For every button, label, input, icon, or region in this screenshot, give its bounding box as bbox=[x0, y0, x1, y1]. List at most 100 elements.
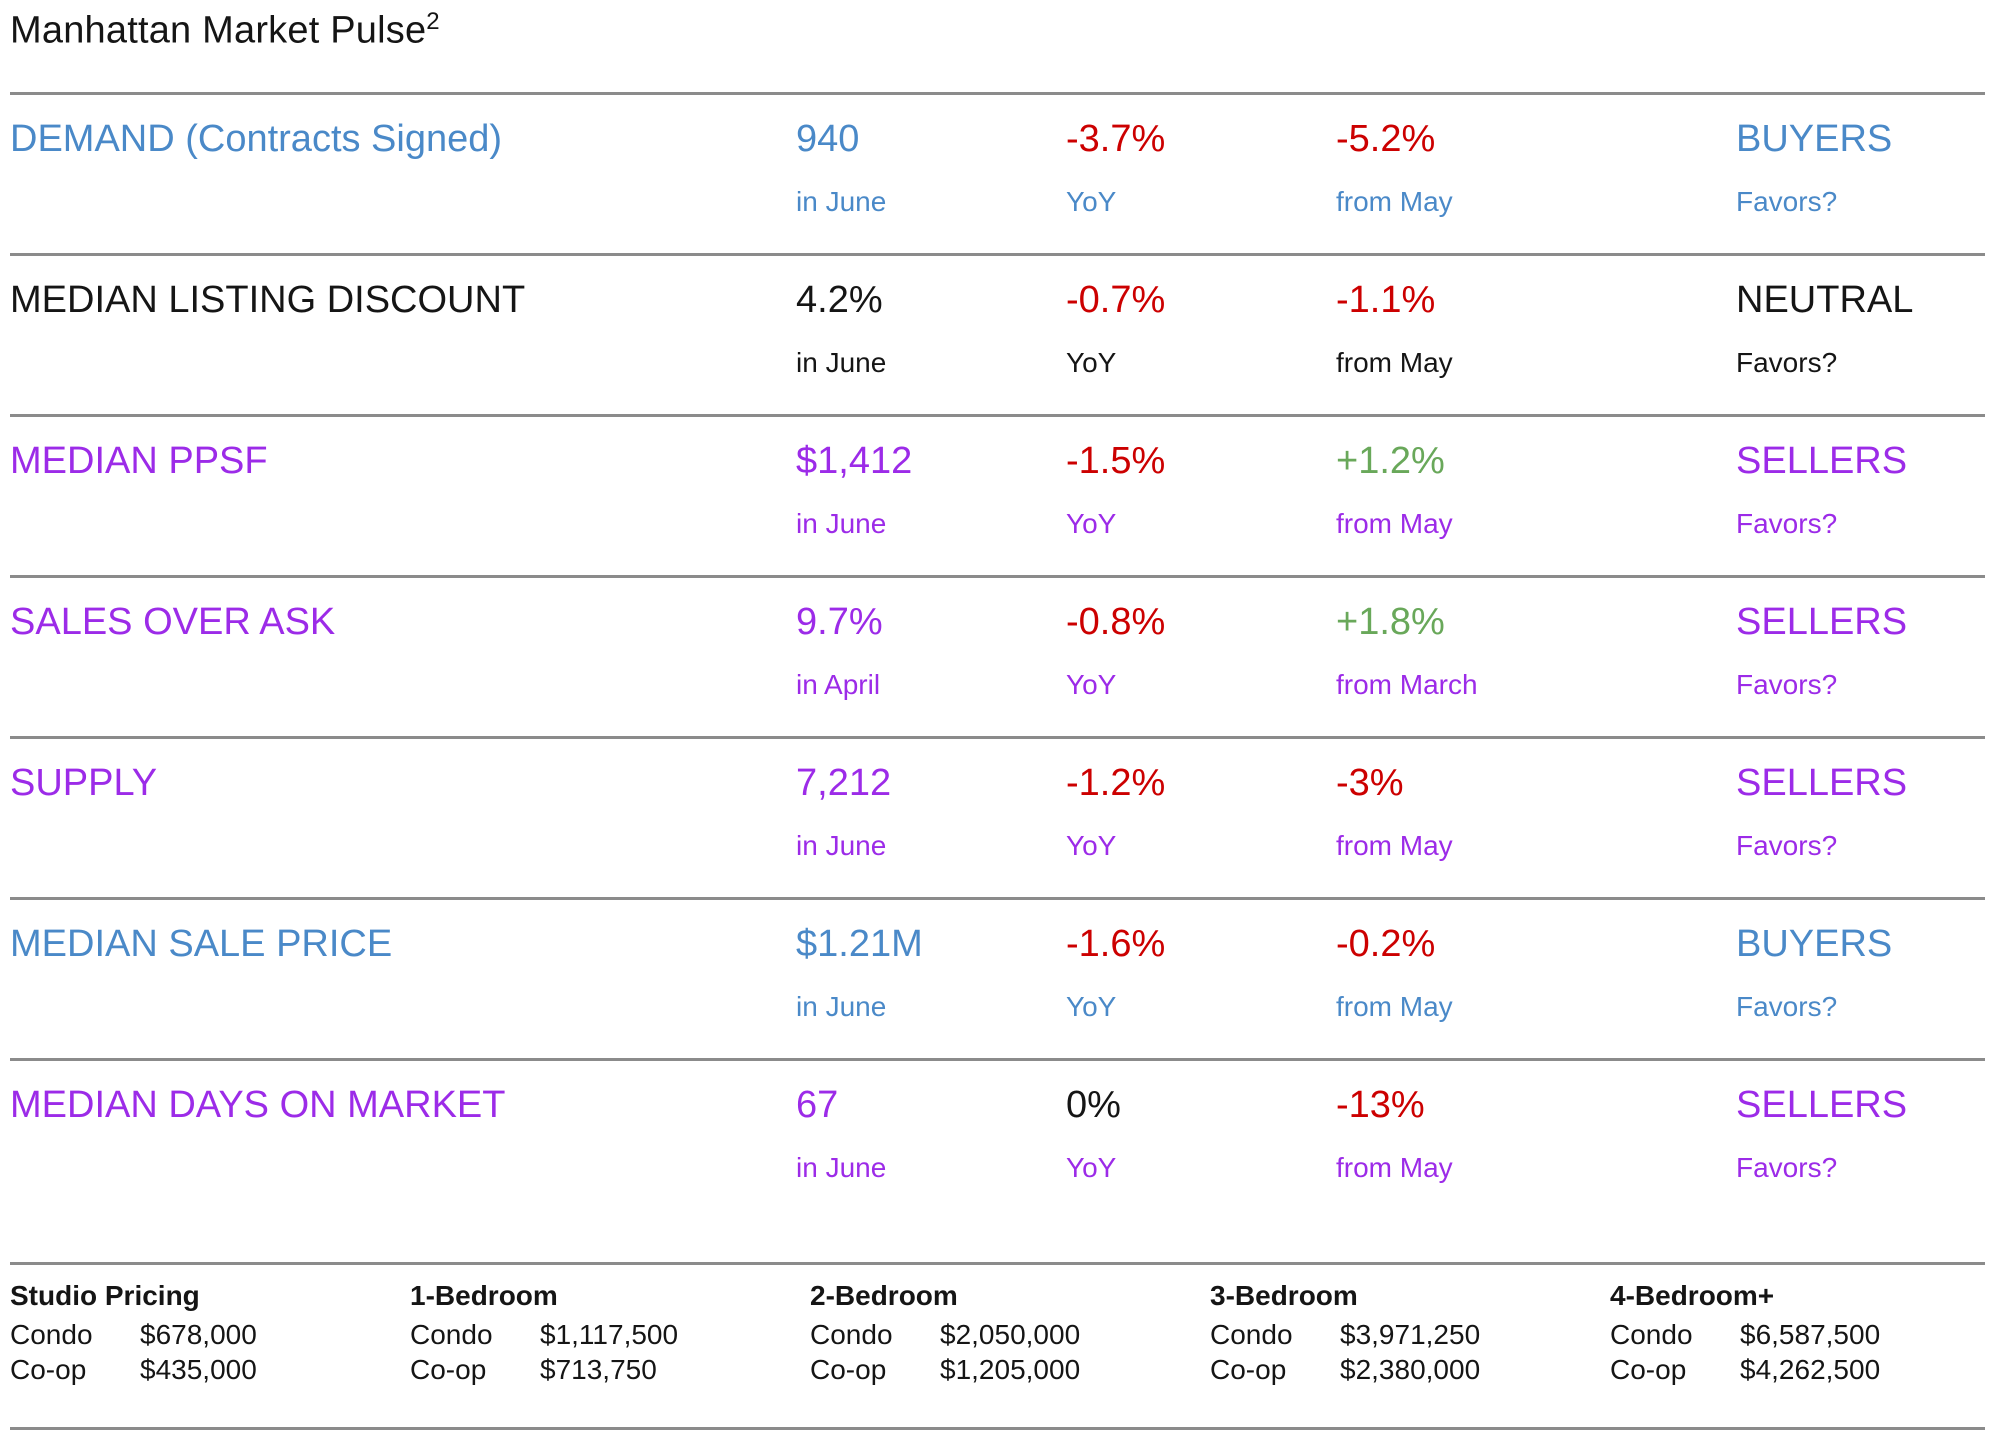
metric-value: 9.7% bbox=[796, 601, 883, 643]
metric-value-sublabel: in June bbox=[796, 186, 887, 217]
metric-value: 7,212 bbox=[796, 762, 892, 804]
price-value: $435,000 bbox=[140, 1354, 257, 1385]
price-value: $1,117,500 bbox=[540, 1319, 679, 1350]
pricing-column-3-bedroom: 3-Bedroom Condo $3,971,250 Co-op $2,380,00… bbox=[1210, 1279, 1610, 1427]
price-value: $678,000 bbox=[140, 1319, 257, 1350]
pricing-header: 4-Bedroom+ bbox=[1610, 1280, 1775, 1311]
metric-row-median-ppsf: MEDIAN PPSF $1,412 in June -1.5% YoY +1.2%… bbox=[10, 414, 1985, 575]
favors-sublabel: Favors? bbox=[1736, 508, 1838, 539]
favors-sublabel: Favors? bbox=[1736, 1152, 1838, 1183]
price-value: $6,587,500 bbox=[1740, 1319, 1881, 1350]
pricing-header: 3-Bedroom bbox=[1210, 1280, 1358, 1311]
price-value: $4,262,500 bbox=[1740, 1354, 1881, 1385]
pricing-header: 1-Bedroom bbox=[410, 1280, 558, 1311]
mom-value: -13% bbox=[1336, 1084, 1425, 1126]
unit-type-label: Condo bbox=[410, 1319, 493, 1350]
mom-sublabel: from May bbox=[1336, 186, 1453, 217]
pricing-row-condo: Condo $6,587,500 bbox=[1610, 1317, 1999, 1352]
mom-value: -1.1% bbox=[1336, 279, 1436, 321]
unit-type-label: Condo bbox=[810, 1319, 893, 1350]
metric-row-median-days-on-market: MEDIAN DAYS ON MARKET 67 in June 0% YoY -1… bbox=[10, 1058, 1985, 1219]
pricing-row-coop: Co-op $2,380,000 bbox=[1210, 1352, 1610, 1387]
favors-cell: SELLERS Favors? bbox=[1736, 602, 1985, 736]
mom-value: +1.8% bbox=[1336, 601, 1445, 643]
yoy-cell: 0% YoY bbox=[1066, 1085, 1336, 1219]
mom-value: -3% bbox=[1336, 762, 1404, 804]
mom-cell: +1.2% from May bbox=[1336, 441, 1736, 575]
favors-sublabel: Favors? bbox=[1736, 830, 1838, 861]
price-value: $2,050,000 bbox=[940, 1319, 1081, 1350]
pricing-header: Studio Pricing bbox=[10, 1280, 200, 1311]
metric-label-cell: MEDIAN LISTING DISCOUNT bbox=[10, 280, 796, 414]
metric-row-sales-over-ask: SALES OVER ASK 9.7% in April -0.8% YoY +1.… bbox=[10, 575, 1985, 736]
metric-label: SALES OVER ASK bbox=[10, 601, 336, 643]
mom-cell: -0.2% from May bbox=[1336, 924, 1736, 1058]
favors-value: SELLERS bbox=[1736, 440, 1908, 482]
metric-label: DEMAND (Contracts Signed) bbox=[10, 118, 503, 160]
price-value: $1,205,000 bbox=[940, 1354, 1081, 1385]
favors-sublabel: Favors? bbox=[1736, 186, 1838, 217]
metric-value-sublabel: in June bbox=[796, 347, 887, 378]
metric-label-cell: MEDIAN PPSF bbox=[10, 441, 796, 575]
yoy-sublabel: YoY bbox=[1066, 1152, 1117, 1183]
yoy-cell: -0.8% YoY bbox=[1066, 602, 1336, 736]
favors-cell: BUYERS Favors? bbox=[1736, 924, 1985, 1058]
mom-sublabel: from May bbox=[1336, 830, 1453, 861]
favors-cell: SELLERS Favors? bbox=[1736, 763, 1985, 897]
yoy-cell: -3.7% YoY bbox=[1066, 119, 1336, 253]
metric-value: 4.2% bbox=[796, 279, 883, 321]
pricing-row-coop: Co-op $435,000 bbox=[10, 1352, 410, 1387]
pricing-row-condo: Condo $2,050,000 bbox=[810, 1317, 1210, 1352]
metric-label: MEDIAN SALE PRICE bbox=[10, 923, 393, 965]
metric-value-cell: 940 in June bbox=[796, 119, 1066, 253]
unit-type-label: Condo bbox=[1210, 1319, 1293, 1350]
favors-value: BUYERS bbox=[1736, 923, 1893, 965]
metric-row-supply: SUPPLY 7,212 in June -1.2% YoY -3% from May… bbox=[10, 736, 1985, 897]
mom-sublabel: from May bbox=[1336, 508, 1453, 539]
favors-value: BUYERS bbox=[1736, 118, 1893, 160]
metric-value-cell: 7,212 in June bbox=[796, 763, 1066, 897]
yoy-value: -1.5% bbox=[1066, 440, 1166, 482]
metric-value: 940 bbox=[796, 118, 860, 160]
yoy-sublabel: YoY bbox=[1066, 186, 1117, 217]
metric-label-cell: DEMAND (Contracts Signed) bbox=[10, 119, 796, 253]
metric-value: 67 bbox=[796, 1084, 839, 1126]
metric-value-cell: $1,412 in June bbox=[796, 441, 1066, 575]
yoy-value: -3.7% bbox=[1066, 118, 1166, 160]
metric-value-sublabel: in June bbox=[796, 830, 887, 861]
favors-sublabel: Favors? bbox=[1736, 669, 1838, 700]
unit-type-label: Co-op bbox=[1610, 1354, 1687, 1385]
unit-type-label: Condo bbox=[1610, 1319, 1693, 1350]
pricing-header: 2-Bedroom bbox=[810, 1280, 958, 1311]
mom-sublabel: from March bbox=[1336, 669, 1478, 700]
mom-cell: -5.2% from May bbox=[1336, 119, 1736, 253]
pricing-row-condo: Condo $3,971,250 bbox=[1210, 1317, 1610, 1352]
mom-cell: -13% from May bbox=[1336, 1085, 1736, 1219]
title-block: Manhattan Market Pulse2 bbox=[10, 0, 1985, 92]
yoy-sublabel: YoY bbox=[1066, 508, 1117, 539]
favors-value: SELLERS bbox=[1736, 1084, 1908, 1126]
favors-sublabel: Favors? bbox=[1736, 347, 1838, 378]
metric-row-median-listing-discount: MEDIAN LISTING DISCOUNT 4.2% in June -0.7… bbox=[10, 253, 1985, 414]
page-title-text: Manhattan Market Pulse bbox=[10, 9, 427, 52]
metric-value: $1,412 bbox=[796, 440, 913, 482]
mom-cell: +1.8% from March bbox=[1336, 602, 1736, 736]
yoy-sublabel: YoY bbox=[1066, 669, 1117, 700]
metric-label: MEDIAN DAYS ON MARKET bbox=[10, 1084, 506, 1126]
unit-type-label: Co-op bbox=[410, 1354, 487, 1385]
metric-value-sublabel: in June bbox=[796, 991, 887, 1022]
favors-value: SELLERS bbox=[1736, 601, 1908, 643]
metric-label-cell: MEDIAN SALE PRICE bbox=[10, 924, 796, 1058]
metric-value-cell: $1.21M in June bbox=[796, 924, 1066, 1058]
pricing-row-coop: Co-op $713,750 bbox=[410, 1352, 810, 1387]
bedroom-pricing-strip: Studio Pricing Condo $678,000 Co-op $435,0… bbox=[10, 1262, 1985, 1430]
metric-value-sublabel: in April bbox=[796, 669, 881, 700]
yoy-value: -1.6% bbox=[1066, 923, 1166, 965]
pricing-column-1-bedroom: 1-Bedroom Condo $1,117,500 Co-op $713,750 bbox=[410, 1279, 810, 1427]
favors-cell: NEUTRAL Favors? bbox=[1736, 280, 1985, 414]
metric-row-median-sale-price: MEDIAN SALE PRICE $1.21M in June -1.6% YoY… bbox=[10, 897, 1985, 1058]
metric-value-cell: 67 in June bbox=[796, 1085, 1066, 1219]
favors-sublabel: Favors? bbox=[1736, 991, 1838, 1022]
pricing-column-4-bedroom-plus: 4-Bedroom+ Condo $6,587,500 Co-op $4,262,5… bbox=[1610, 1279, 1999, 1427]
